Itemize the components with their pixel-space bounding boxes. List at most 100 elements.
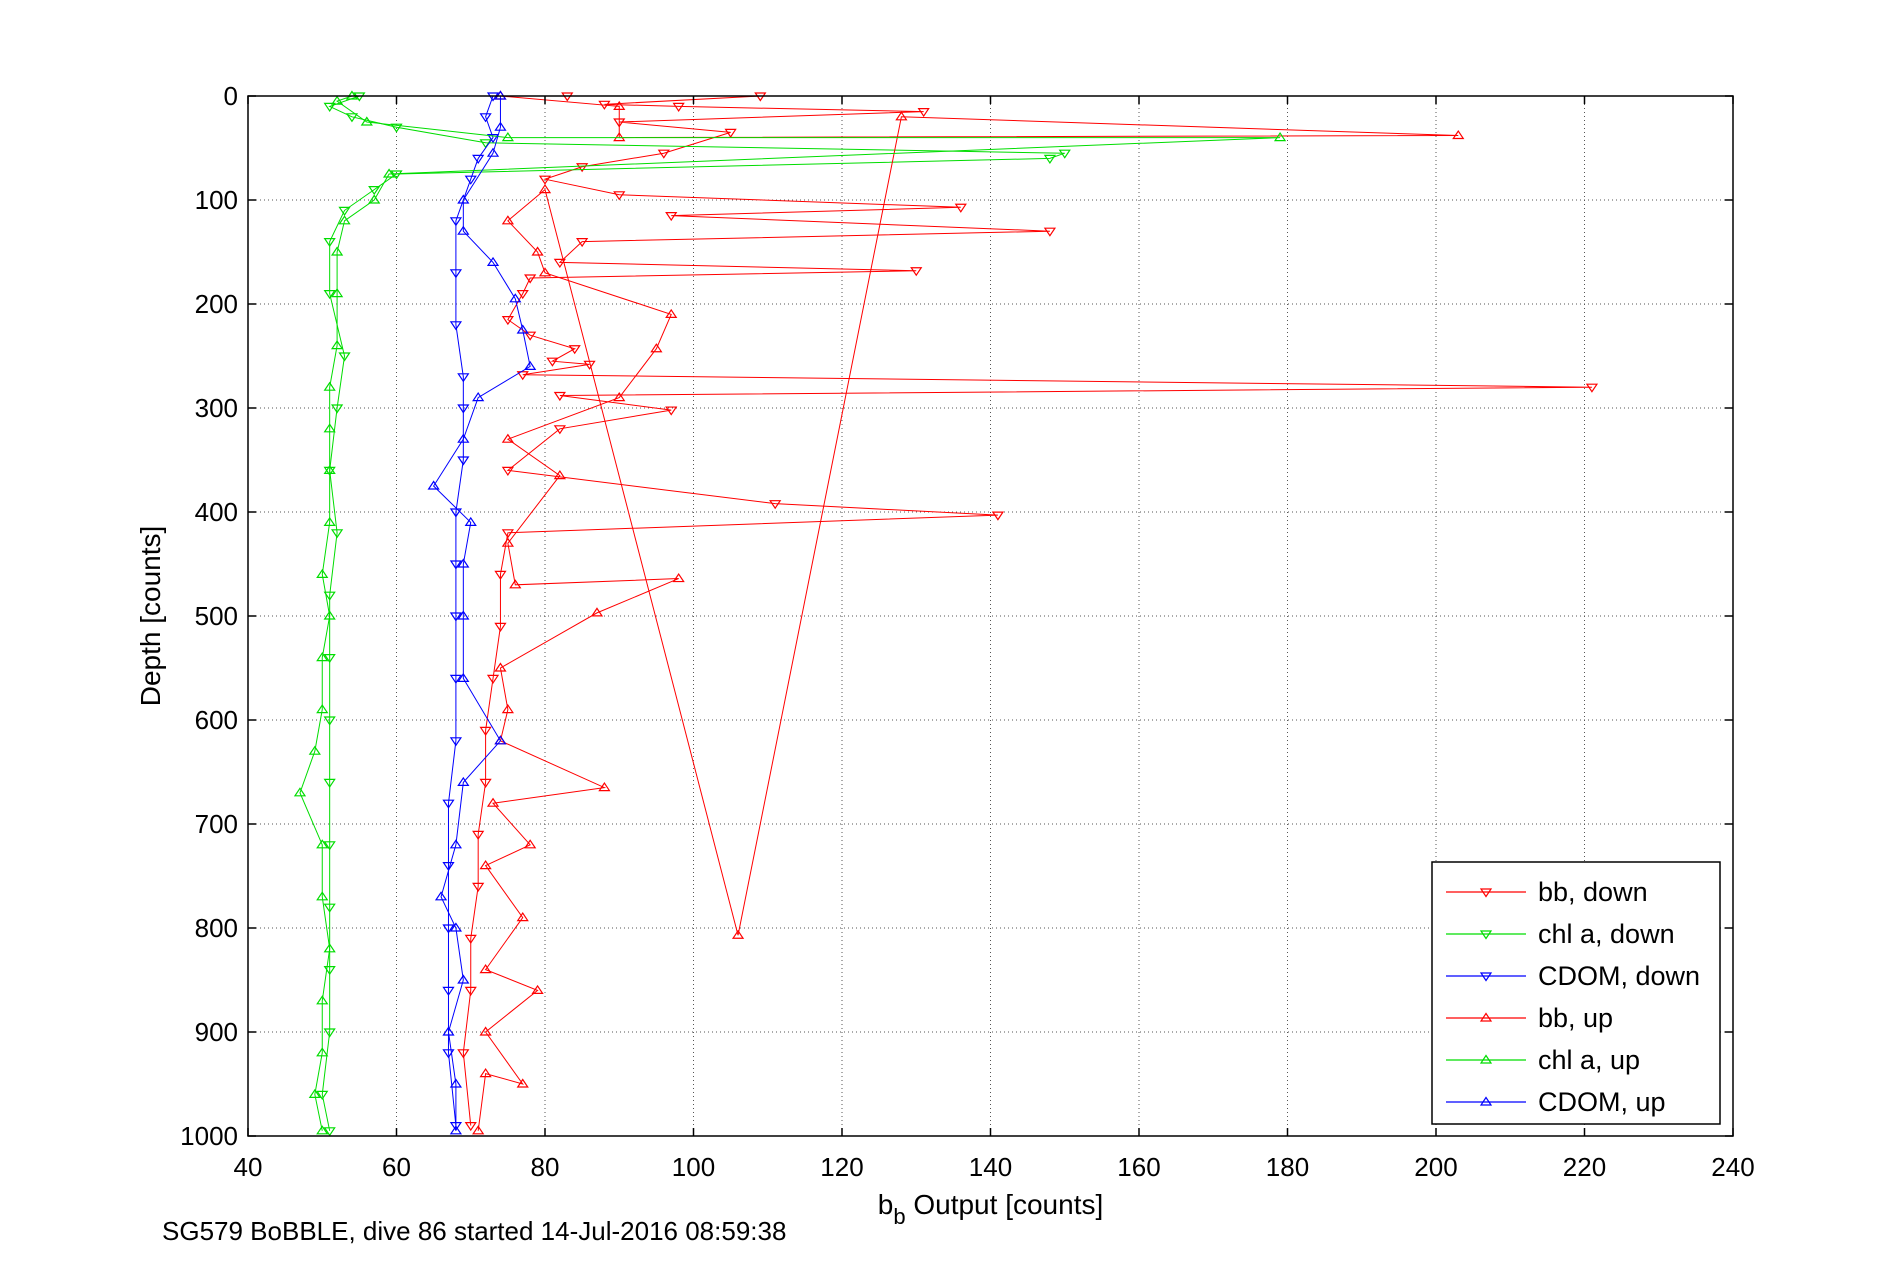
data-point [486,674,500,684]
data-point [368,194,381,204]
data-point [553,425,566,435]
y-tick-label: 0 [224,81,238,111]
legend-marker [1479,1054,1493,1064]
data-point [316,995,329,1005]
data-point [538,267,552,277]
x-tick-label: 100 [672,1152,715,1182]
series-3 [472,90,1465,1135]
data-point [509,579,522,589]
data-point [910,267,923,277]
data-point [494,570,507,580]
legend-box [1431,861,1721,1125]
data-point [1058,149,1071,159]
data-point [598,782,611,792]
data-point [524,331,537,341]
data-point [531,984,544,995]
data-point [338,352,351,362]
y-tick-label: 1000 [180,1121,238,1151]
data-point [479,778,492,788]
data-point [613,392,626,402]
data-point [449,839,463,849]
data-point [917,107,930,118]
data-point [449,922,463,932]
data-point [442,986,455,996]
y-tick-label: 500 [195,601,238,631]
y-tick-label: 400 [195,497,238,527]
x-tick-label: 80 [531,1152,560,1182]
data-point [524,274,537,284]
data-point [538,175,552,185]
data-point [1585,383,1599,393]
data-point [323,841,336,851]
data-point [479,139,492,149]
data-point [330,404,344,414]
data-point [1043,227,1057,237]
data-point [316,568,329,579]
data-point [390,123,403,133]
x-tick-label: 40 [234,1152,263,1182]
data-point [293,787,307,797]
data-point [501,466,514,476]
data-point [464,986,477,996]
x-tick-label: 180 [1266,1152,1309,1182]
data-point [464,175,477,185]
data-point [501,433,514,443]
legend-label: chl a, up [1538,1045,1640,1075]
data-point [323,1127,336,1137]
data-point [316,1047,329,1057]
data-point [613,191,626,201]
data-point [323,943,336,953]
data-layer [293,90,1599,1137]
data-point [672,102,685,112]
data-point [494,662,507,672]
data-point [724,128,737,138]
data-point [472,882,485,892]
data-point [486,256,500,266]
data-point [449,508,463,518]
data-point [613,132,626,142]
y-tick-label: 800 [195,913,238,943]
data-point [323,102,336,112]
data-point [434,891,448,901]
legend-marker [1479,1096,1493,1106]
data-point [457,672,470,683]
data-point [449,612,463,622]
series-line [462,95,1592,1126]
data-point [524,839,537,849]
data-point [316,891,329,901]
data-point [427,480,440,490]
data-point [449,321,463,331]
data-point [501,132,514,142]
y-tick-label: 700 [195,809,238,839]
data-point [457,433,470,443]
data-point [316,1090,329,1100]
data-point [323,778,336,788]
y-axis-label: Depth [counts] [135,526,166,707]
series-5 [427,90,537,1135]
y-tick-label: 100 [195,185,238,215]
data-point [323,464,336,474]
data-point [345,113,359,123]
data-point [494,121,507,131]
x-axis-label-rest: Output [counts] [906,1189,1104,1220]
series-4 [293,90,1287,1135]
grid [248,96,1733,1136]
ticks: 40 60 80 100 120 140 160 180 200 220 240 0 100 200 300… [180,81,1755,1182]
data-point [390,170,403,180]
data-point [330,288,344,298]
data-point [457,225,470,235]
legend-label: bb, up [1538,1003,1613,1033]
data-point [501,316,514,326]
data-point [323,610,336,620]
data-point [657,149,670,159]
data-point [457,194,470,204]
series-0 [457,92,1599,1132]
data-point [472,154,485,164]
x-axis-label: bb Output [counts] [878,1189,1104,1229]
x-tick-label: 120 [820,1152,863,1182]
data-point [464,516,477,527]
data-point [516,912,529,922]
data-point [338,206,351,216]
series-line [477,95,1459,1131]
data-point [486,147,500,157]
